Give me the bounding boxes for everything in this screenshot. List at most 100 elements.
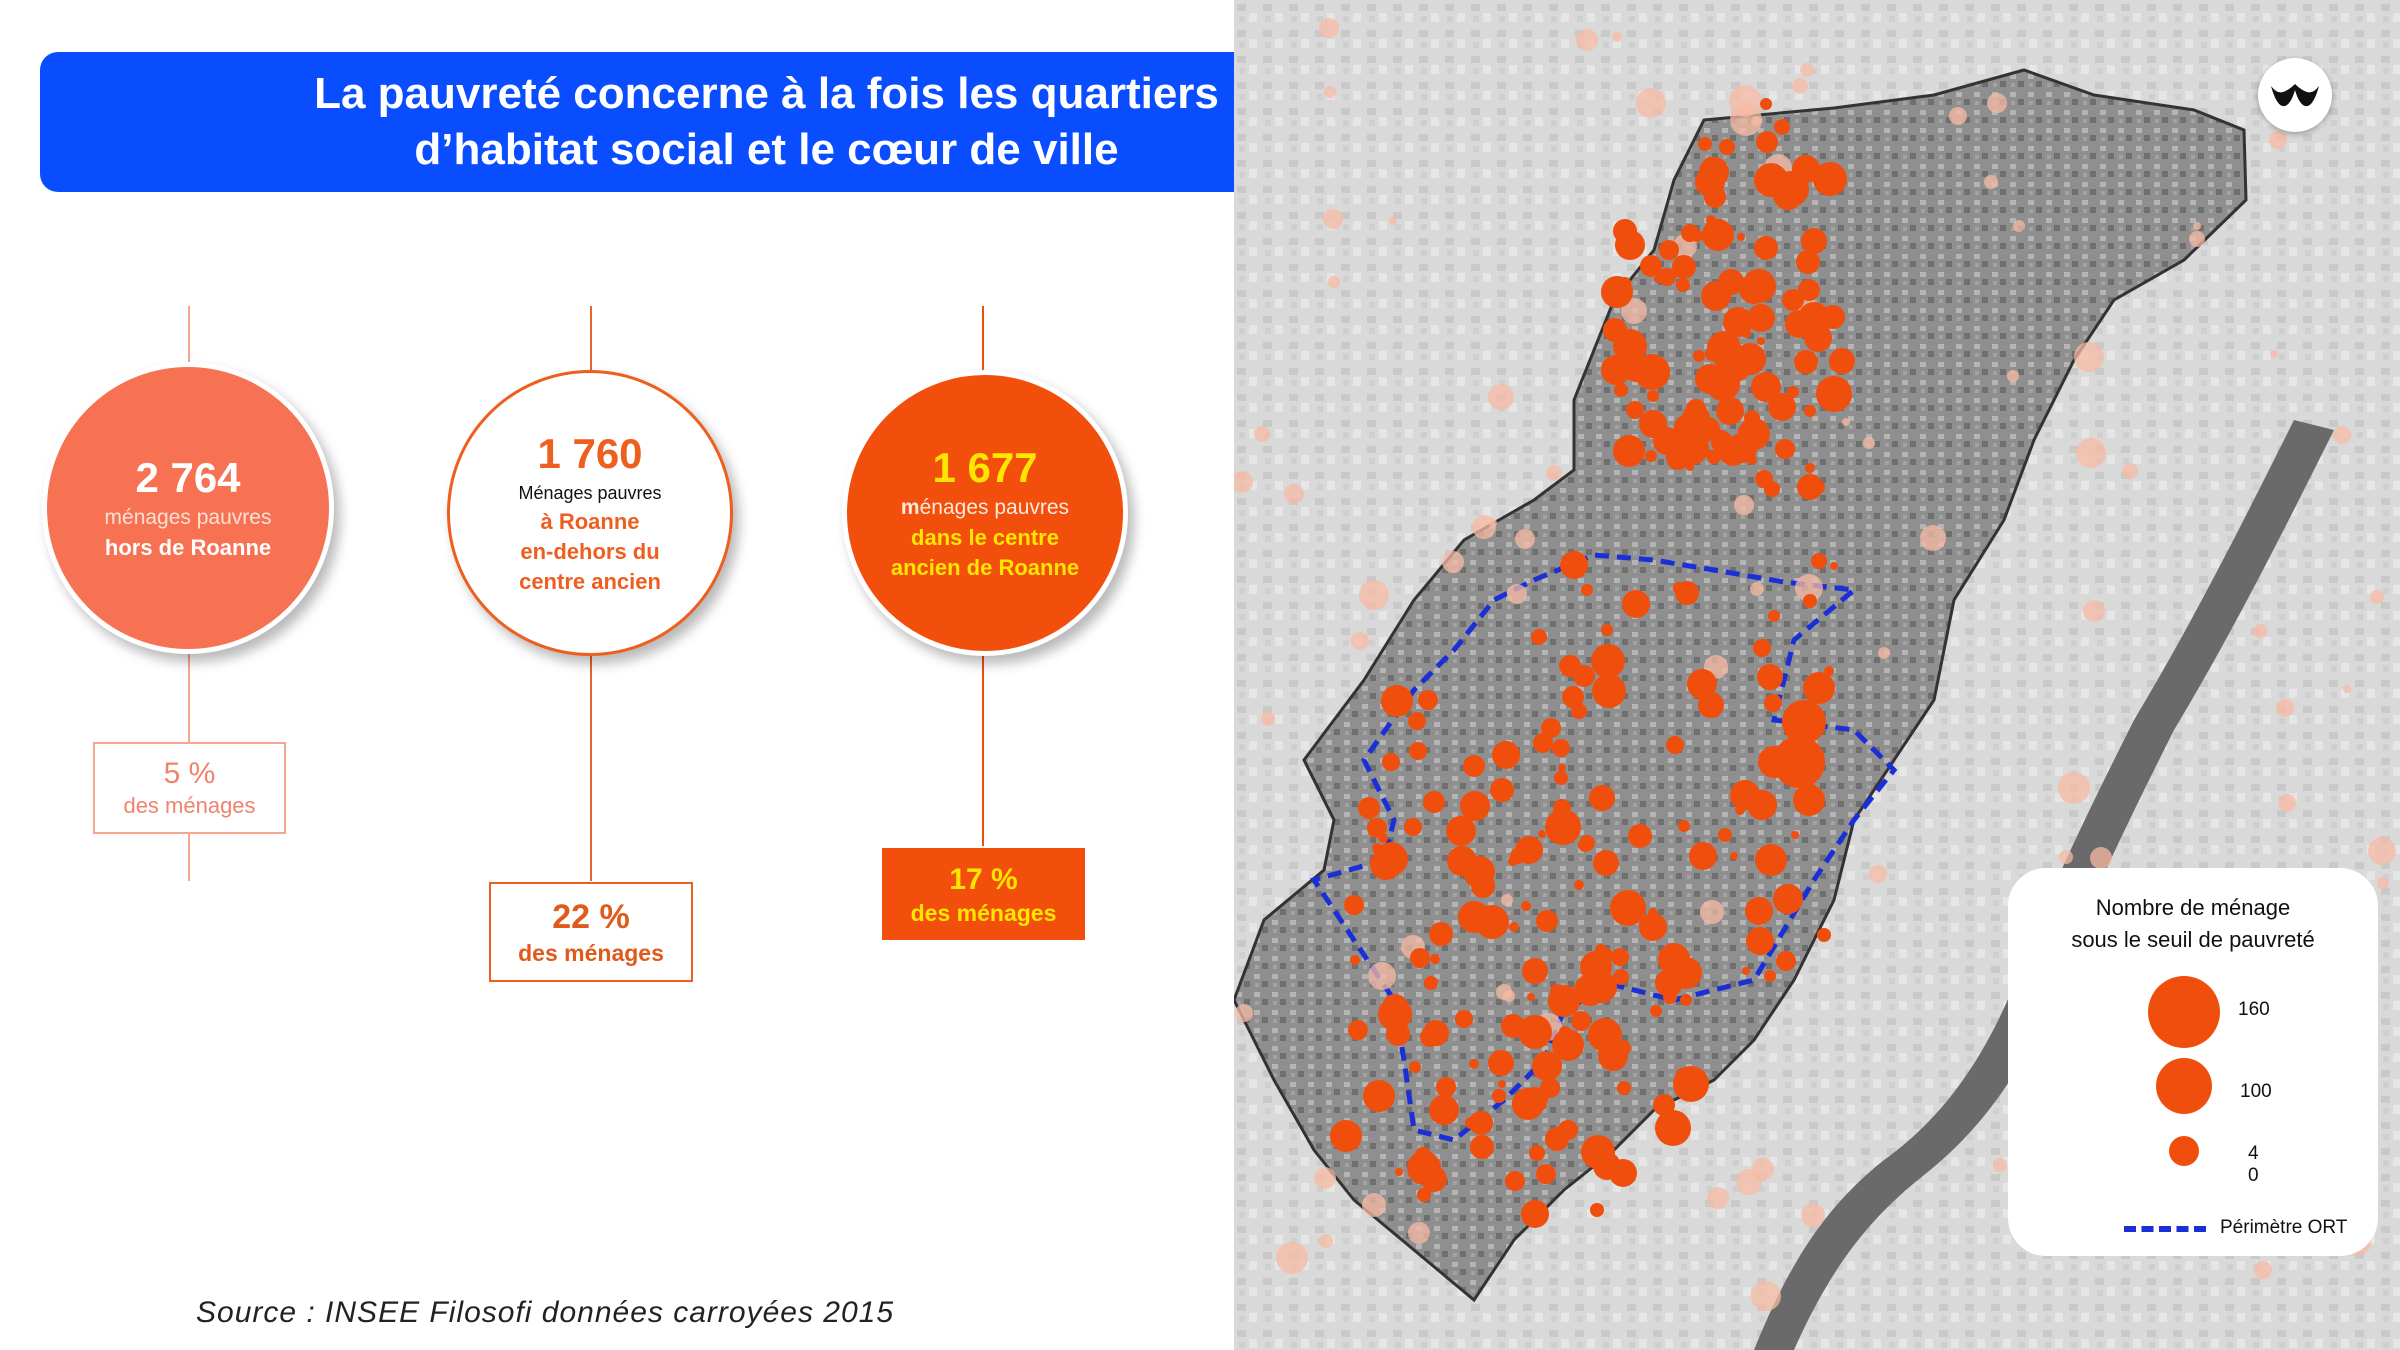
map-dot-large	[1330, 1120, 1362, 1152]
stat2-label2a: à Roanne	[540, 509, 640, 534]
poverty-dots	[1234, 18, 2396, 1311]
map-dot	[1381, 685, 1413, 717]
map-dot	[1698, 137, 1712, 151]
stat1-number: 2 764	[135, 454, 241, 501]
map-dot	[1768, 393, 1796, 421]
stat3-circle: 1 677 ménages pauvres dans le centre anc…	[842, 370, 1128, 656]
map-dot	[1521, 1200, 1549, 1228]
map-dot	[1776, 951, 1796, 971]
map-dot	[1536, 1164, 1556, 1184]
map-dot	[1407, 1151, 1441, 1185]
map-dot	[1470, 1135, 1494, 1159]
map-dot	[1647, 390, 1659, 402]
map-dot	[1573, 665, 1595, 687]
map-dot	[1764, 694, 1782, 712]
stat3-label1-wrap: ménages pauvres	[901, 493, 1069, 523]
map-dot	[1490, 778, 1514, 802]
map-dot	[1693, 350, 1705, 362]
map-dot	[1581, 1135, 1615, 1169]
title-line-1: La pauvreté concerne à la fois les quart…	[314, 69, 1219, 118]
map-dot	[1805, 463, 1815, 473]
map-dot	[1593, 850, 1619, 876]
map-dot	[1589, 785, 1615, 811]
map-dot	[1579, 835, 1595, 851]
map-dot-outside	[2270, 350, 2278, 358]
map-dot-outside	[2074, 342, 2104, 372]
legend-title-line1: Nombre de ménage	[2095, 895, 2291, 920]
map-dot	[1659, 240, 1679, 260]
legend-perimeter-line	[2124, 1226, 2206, 1232]
legend-label-100: 100	[2240, 1081, 2272, 1102]
stat1-percent: 5 %	[163, 757, 216, 790]
map-dot	[1760, 98, 1772, 110]
river	[1754, 420, 2334, 1350]
map-dot-outside	[1235, 1004, 1253, 1022]
map-dot	[1521, 901, 1531, 911]
map-dot-large	[1363, 1080, 1395, 1112]
map-dot	[1650, 1005, 1662, 1017]
legend-circle-medium	[2156, 1058, 2212, 1114]
map-dot	[1619, 277, 1631, 289]
stat3-number: 1 677	[932, 444, 1038, 491]
map-dot	[1687, 669, 1717, 699]
map-dot	[1536, 910, 1558, 932]
map-dot	[1673, 582, 1685, 594]
map-dot	[1639, 410, 1667, 438]
map-dot	[1463, 755, 1485, 777]
map-dot-outside	[1984, 175, 1998, 189]
map-dot	[1658, 943, 1690, 975]
map-dot	[1746, 927, 1774, 955]
stat1-circle: 2 764 ménages pauvres hors de Roanne	[42, 362, 334, 654]
map-dot-outside	[1368, 962, 1396, 990]
map-dot	[1408, 712, 1426, 730]
map-dot	[1666, 736, 1684, 754]
map-dot-outside	[2253, 624, 2267, 638]
map-dot-outside	[1576, 29, 1598, 51]
map-dot	[1672, 255, 1696, 279]
map-dot	[1794, 350, 1818, 374]
map-dot	[1787, 386, 1799, 398]
map-dot	[1696, 446, 1708, 458]
map-dot	[1613, 329, 1647, 363]
map-dot	[1423, 1020, 1449, 1046]
map-dot-outside	[1993, 1158, 2007, 1172]
map-dot	[1424, 976, 1438, 990]
map-dot	[1429, 1095, 1459, 1125]
map-dot	[1645, 450, 1657, 462]
map-dot	[1791, 831, 1799, 839]
map-dot-outside	[1621, 298, 1647, 324]
stat2-circle: 1 760 Ménages pauvres à Roanne en-dehors…	[447, 370, 733, 656]
map-dot	[1545, 809, 1581, 845]
map-dot	[1615, 1040, 1631, 1056]
map-dot	[1676, 278, 1690, 292]
map-dot	[1754, 236, 1778, 260]
map-dot-outside	[1507, 584, 1527, 604]
map-dot	[1803, 672, 1835, 704]
map-dot	[1580, 951, 1612, 983]
map-dot	[1830, 562, 1838, 570]
map-dot	[1739, 274, 1769, 304]
map-dot	[1718, 269, 1744, 295]
map-dot	[1418, 690, 1438, 710]
map-dot	[1737, 233, 1745, 241]
map-dot	[1730, 780, 1760, 810]
map-dot	[1554, 771, 1568, 785]
map-dot	[1348, 1020, 1368, 1040]
map-dot	[1358, 797, 1380, 819]
map-dot	[1541, 718, 1561, 738]
map-dot-outside	[1284, 484, 1304, 504]
map-dot	[1718, 401, 1732, 415]
map-dot-outside	[1612, 32, 1622, 42]
map-dot	[1755, 844, 1787, 876]
map-dot	[1531, 629, 1547, 645]
map-dot	[1658, 268, 1676, 286]
map-dot-outside	[1987, 93, 2007, 113]
map-dot-outside	[2083, 600, 2105, 622]
stat2-label2b: en-dehors du	[520, 539, 660, 564]
map-dot-outside	[1488, 384, 1514, 410]
map-dot	[1719, 139, 1735, 155]
map-dot-outside	[1234, 471, 1253, 493]
map-dot	[1801, 228, 1827, 254]
map-dot-outside	[2269, 131, 2287, 149]
map-dot	[1817, 928, 1831, 942]
